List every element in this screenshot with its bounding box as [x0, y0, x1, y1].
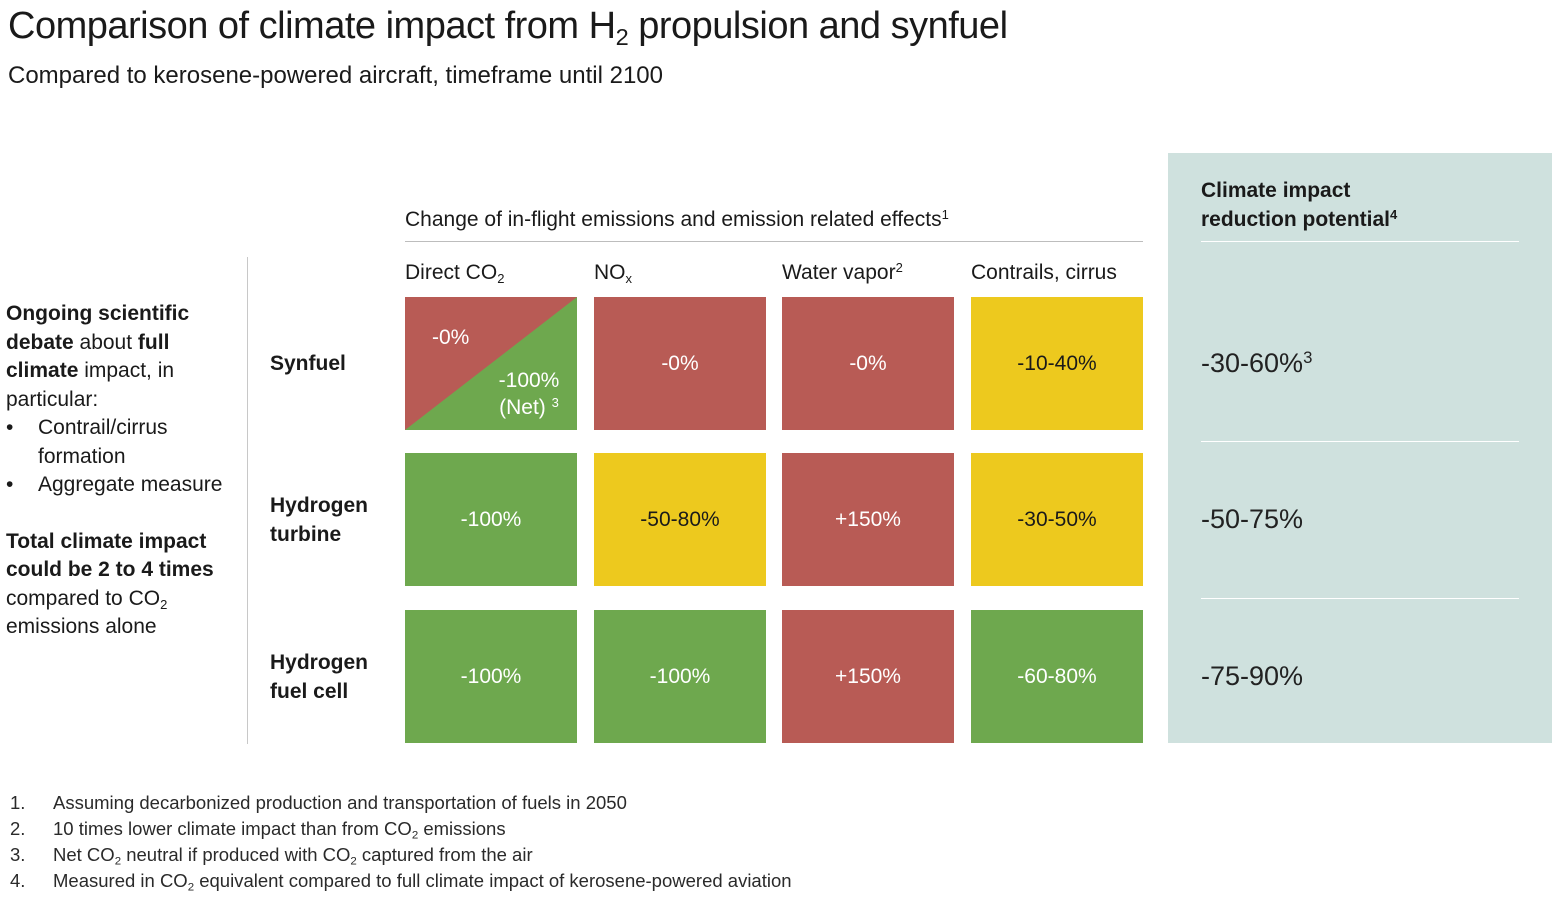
footnote-number: 3. — [10, 844, 26, 865]
panel-rule — [1201, 241, 1519, 242]
column-header-water-vapor: Water vapor2 — [782, 258, 903, 288]
column-header-text: Water vapor — [782, 261, 896, 284]
cell-synfuel-co2-lower-note: (Net) — [499, 396, 546, 419]
potential-h2-fuel-cell: -75-90% — [1201, 661, 1303, 692]
section-header: Change of in-flight emissions and emissi… — [405, 205, 949, 235]
footnote-text-part: captured from the air — [356, 844, 533, 865]
reduction-potential-panel — [1168, 153, 1552, 743]
side-note: Ongoing scientific debate about full cli… — [6, 300, 236, 642]
side-note-bullets: Contrail/cirrus formation Aggregate meas… — [6, 414, 236, 500]
title-text-end: propulsion and synfuel — [628, 5, 1008, 47]
footnote-item: 2. 10 times lower climate impact than fr… — [10, 816, 792, 842]
row-header-synfuel: Synfuel — [270, 352, 346, 375]
footnote-number: 1. — [10, 792, 26, 813]
footnote-number: 4. — [10, 870, 26, 891]
column-header-sup: 2 — [895, 259, 903, 275]
section-header-text: Change of in-flight emissions and emissi… — [405, 208, 942, 231]
cell-synfuel-direct-co2: -0% -100% (Net) 3 — [405, 297, 577, 430]
title-text: Comparison of climate impact from H — [8, 5, 616, 47]
potential-value: -75-90% — [1201, 661, 1304, 691]
vertical-divider — [247, 257, 248, 744]
cell-h2-fuel-cell-nox: -100% — [594, 610, 766, 743]
panel-title-sup: 4 — [1390, 206, 1398, 222]
side-note-bold-1: Ongoing scientific debate — [6, 302, 190, 354]
cell-h2-turbine-water-vapor: +150% — [782, 453, 954, 586]
footnote-text-part: emissions — [418, 818, 506, 839]
cell-h2-turbine-nox: -50-80% — [594, 453, 766, 586]
cell-h2-turbine-contrails: -30-50% — [971, 453, 1143, 586]
footnote-text-part: 10 times lower climate impact than from … — [53, 818, 412, 839]
panel-title-line-1: Climate impact — [1201, 179, 1351, 202]
footnotes: 1. Assuming decarbonized production and … — [10, 790, 792, 894]
cell-synfuel-water-vapor: -0% — [782, 297, 954, 430]
footnote-text-part: Net CO — [53, 844, 115, 865]
cell-synfuel-co2-lower-note-line: (Net) 3 — [494, 394, 564, 421]
panel-title-line-2: reduction potential — [1201, 208, 1390, 231]
cell-h2-fuel-cell-water-vapor: +150% — [782, 610, 954, 743]
footnote-subscript: 2 — [411, 829, 419, 842]
footnote-text: 10 times lower climate impact than from … — [53, 816, 506, 842]
column-header-text: Direct CO — [405, 261, 498, 284]
side-note-bullet: Aggregate measure — [6, 471, 236, 500]
cell-h2-fuel-cell-contrails: -60-80% — [971, 610, 1143, 743]
footnote-text-part: neutral if produced with CO — [121, 844, 351, 865]
column-header-subscript: x — [625, 270, 633, 286]
panel-title: Climate impact reduction potential4 — [1201, 176, 1397, 234]
column-header-subscript: 2 — [497, 270, 505, 286]
side-note-debate: Ongoing scientific debate about full cli… — [6, 300, 236, 414]
footnote-item: 4. Measured in CO2 equivalent compared t… — [10, 868, 792, 894]
potential-sup: 3 — [1303, 347, 1313, 367]
footnote-subscript: 2 — [114, 855, 122, 868]
footnote-subscript: 2 — [350, 855, 357, 868]
row-header-hydrogen-fuel-cell: Hydrogen fuel cell — [270, 651, 369, 703]
title-subscript: 2 — [615, 24, 629, 51]
side-note-bold-2: full climate — [6, 330, 170, 383]
cell-synfuel-contrails: -10-40% — [971, 297, 1143, 430]
panel-rule — [1201, 598, 1519, 599]
section-rule — [405, 241, 1143, 242]
footnote-number: 2. — [10, 818, 26, 839]
potential-synfuel: -30-60%3 — [1201, 348, 1312, 379]
footnote-subscript: 2 — [187, 881, 195, 894]
column-header-direct-co2: Direct CO2 — [405, 258, 504, 288]
row-header-hydrogen-turbine: Hydrogen turbine — [270, 494, 369, 546]
panel-rule — [1201, 441, 1519, 442]
footnote-item: 3. Net CO2 neutral if produced with CO2 … — [10, 842, 792, 868]
footnote-text: Assuming decarbonized production and tra… — [53, 792, 627, 813]
side-note-text-2: impact, in particular: — [6, 359, 175, 411]
footnote-text-part: equivalent compared to full climate impa… — [194, 870, 792, 891]
side-note-subscript: 2 — [160, 596, 168, 612]
cell-h2-turbine-direct-co2: -100% — [405, 453, 577, 586]
cell-synfuel-co2-upper: -0% — [432, 326, 470, 349]
potential-h2-turbine: -50-75% — [1201, 504, 1303, 535]
side-note-total-bold: Total climate impact could be 2 to 4 tim… — [6, 529, 214, 582]
page-subtitle: Compared to kerosene-powered aircraft, t… — [8, 62, 663, 89]
side-note-bullet: Contrail/cirrus formation — [6, 414, 236, 471]
column-header-contrails: Contrails, cirrus — [971, 258, 1117, 288]
cell-h2-fuel-cell-direct-co2: -100% — [405, 610, 577, 743]
footnote-text: Net CO2 neutral if produced with CO2 cap… — [53, 842, 533, 868]
page-title: Comparison of climate impact from H2 pro… — [8, 2, 1008, 50]
column-header-text: NO — [594, 261, 626, 284]
column-header-text: Contrails, cirrus — [971, 261, 1117, 284]
column-header-nox: NOx — [594, 258, 632, 288]
split-diagonal-graphic — [405, 297, 577, 430]
cell-synfuel-nox: -0% — [594, 297, 766, 430]
potential-value: -50-75% — [1201, 504, 1304, 534]
section-header-sup: 1 — [941, 206, 949, 222]
footnote-item: 1. Assuming decarbonized production and … — [10, 790, 792, 816]
side-note-text-1: about — [73, 330, 138, 354]
side-note-total-end: emissions alone — [6, 615, 157, 638]
footnote-text: Measured in CO2 equivalent compared to f… — [53, 868, 792, 894]
cell-synfuel-co2-lower-value: -100% — [498, 369, 560, 392]
cell-synfuel-co2-lower: -100% (Net) 3 — [494, 367, 564, 421]
side-note-total-text: compared to CO — [6, 586, 161, 610]
cell-synfuel-co2-lower-sup: 3 — [551, 394, 559, 410]
potential-value: -30-60% — [1201, 348, 1304, 378]
panel-title-line-2-wrap: reduction potential4 — [1201, 205, 1397, 234]
side-note-total: Total climate impact could be 2 to 4 tim… — [6, 528, 236, 642]
footnote-text-part: Measured in CO — [53, 870, 188, 891]
